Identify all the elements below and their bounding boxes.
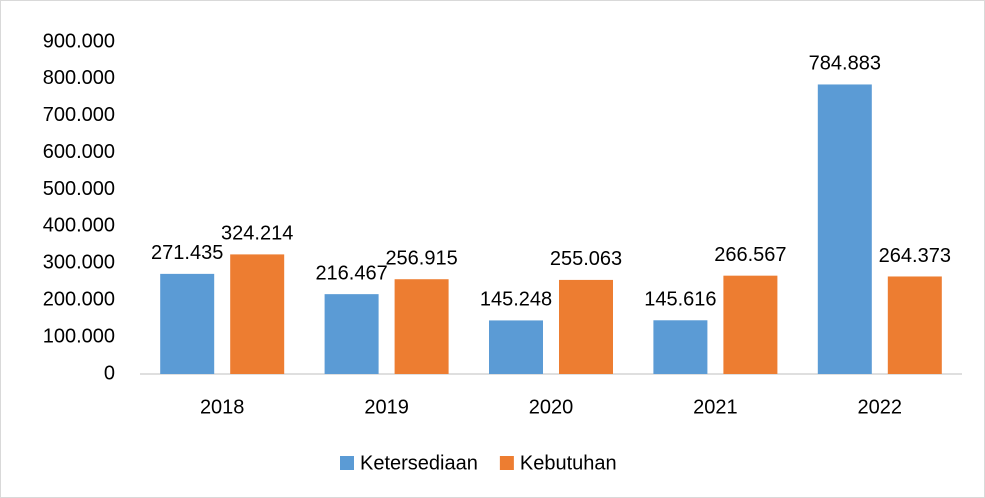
- y-tick-label: 600.000: [43, 141, 115, 163]
- data-label: 784.883: [809, 53, 881, 75]
- y-tick-label: 700.000: [43, 104, 115, 126]
- y-tick-label: 800.000: [43, 67, 115, 89]
- legend-swatch: [499, 456, 514, 470]
- data-label: 145.248: [480, 289, 552, 311]
- bar: [230, 254, 285, 374]
- data-label: 216.467: [315, 262, 387, 284]
- x-tick-label: 2019: [364, 396, 409, 418]
- bar: [160, 273, 215, 374]
- bar: [394, 279, 449, 374]
- bar: [887, 276, 942, 374]
- y-tick-label: 0: [104, 362, 115, 384]
- y-tick-label: 300.000: [43, 252, 115, 274]
- data-label: 255.063: [550, 248, 622, 270]
- x-tick-label: 2022: [858, 396, 903, 418]
- bar: [723, 275, 778, 374]
- bar: [653, 320, 708, 374]
- y-tick-label: 500.000: [43, 178, 115, 200]
- bar: [489, 320, 543, 374]
- data-label: 266.567: [714, 244, 786, 266]
- y-tick-label: 100.000: [43, 325, 115, 347]
- y-tick-label: 200.000: [43, 289, 115, 311]
- data-label: 324.214: [221, 223, 293, 245]
- data-label: 256.915: [385, 248, 457, 270]
- x-tick-label: 2020: [529, 396, 574, 418]
- data-label: 271.435: [151, 242, 223, 264]
- y-tick-label: 900.000: [43, 30, 115, 52]
- bar: [559, 279, 613, 374]
- bar: [817, 84, 872, 374]
- legend-swatch: [340, 456, 354, 470]
- data-label: 264.373: [879, 245, 951, 267]
- legend-label: Ketersediaan: [360, 452, 478, 474]
- x-tick-label: 2018: [200, 396, 245, 418]
- y-tick-label: 400.000: [43, 215, 115, 237]
- bar: [324, 294, 379, 374]
- x-tick-label: 2021: [693, 396, 738, 418]
- data-label: 145.616: [644, 289, 716, 311]
- legend-label: Kebutuhan: [520, 452, 617, 474]
